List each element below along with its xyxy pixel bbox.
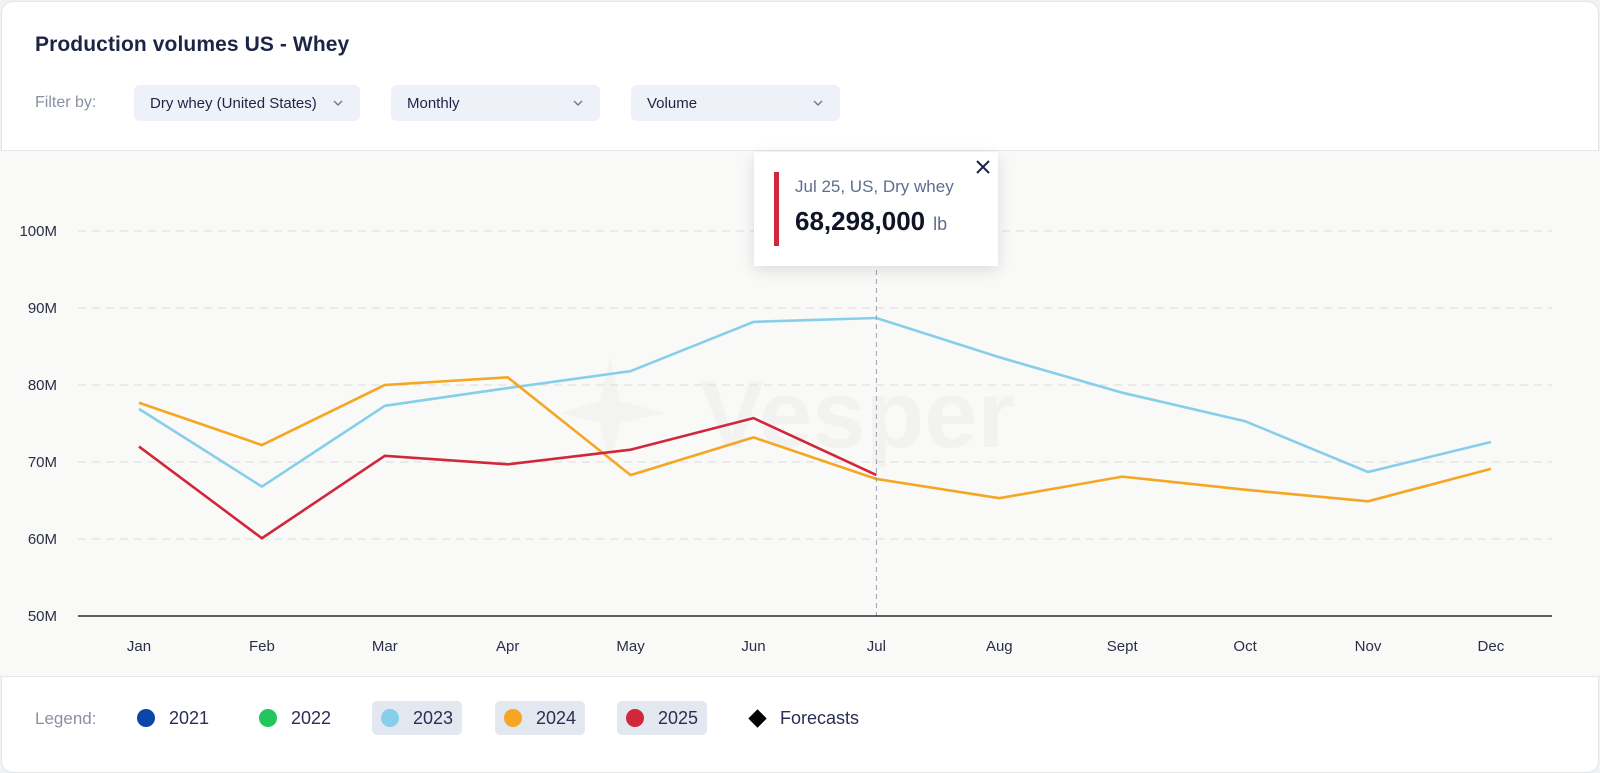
- tooltip-value: 68,298,000: [795, 206, 926, 236]
- watermark-text: Vesper: [700, 361, 1015, 468]
- legend-item-2022[interactable]: 2022: [250, 701, 340, 735]
- legend-item-label: 2023: [413, 707, 454, 728]
- series-line-2023[interactable]: [138, 316, 1492, 489]
- x-tick-label: Aug: [986, 638, 1013, 655]
- legend-item-forecasts[interactable]: Forecasts: [739, 701, 868, 735]
- legend-dot-icon: [381, 709, 399, 727]
- x-tick-label: Jul: [867, 638, 886, 655]
- legend-dot-icon: [504, 709, 522, 727]
- y-tick-label: 80M: [28, 377, 57, 394]
- tooltip-subtitle: Jul 25, US, Dry whey: [795, 177, 954, 196]
- x-tick-label: Jun: [741, 638, 765, 655]
- close-icon[interactable]: [972, 156, 994, 178]
- y-tick-label: 70M: [28, 454, 57, 471]
- legend-item-label: Forecasts: [780, 707, 860, 728]
- x-tick-label: Nov: [1355, 638, 1382, 655]
- series-line-2025[interactable]: [138, 416, 877, 540]
- chevron-down-icon: [333, 100, 343, 106]
- x-tick-label: Feb: [249, 638, 275, 655]
- x-tick-label: Dec: [1478, 638, 1505, 655]
- legend-item-label: 2022: [291, 707, 332, 728]
- tooltip-accent-bar: [774, 172, 779, 246]
- chevron-down-icon: [573, 100, 583, 106]
- legend-item-label: 2025: [658, 707, 699, 728]
- y-tick-label: 90M: [28, 300, 57, 317]
- x-tick-label: Apr: [496, 638, 519, 655]
- x-tick-label: Jan: [127, 638, 151, 655]
- y-tick-label: 100M: [19, 223, 57, 240]
- tooltip-unit: lb: [933, 214, 948, 234]
- legend-dot-icon: [259, 709, 277, 727]
- legend-item-2023[interactable]: 2023: [372, 701, 463, 735]
- x-tick-label: Sept: [1107, 638, 1139, 655]
- product-select[interactable]: Dry whey (United States): [134, 85, 360, 121]
- legend-item-2024[interactable]: 2024: [495, 701, 586, 735]
- period-select[interactable]: Monthly: [391, 85, 600, 121]
- period-select-value: Monthly: [407, 94, 460, 112]
- diamond-icon: [748, 708, 767, 728]
- legend-dot-icon: [626, 709, 644, 727]
- metric-select-value: Volume: [647, 94, 698, 112]
- legend-item-2021[interactable]: 2021: [128, 701, 218, 735]
- x-tick-label: May: [616, 638, 645, 655]
- y-tick-label: 50M: [28, 608, 57, 625]
- filter-label: Filter by:: [35, 94, 97, 111]
- product-select-value: Dry whey (United States): [150, 94, 317, 112]
- y-tick-label: 60M: [28, 531, 57, 548]
- data-tooltip: Jul 25, US, Dry whey 68,298,000 lb: [754, 152, 998, 266]
- legend-dot-icon: [137, 709, 155, 727]
- page-title: Production volumes US - Whey: [35, 33, 350, 56]
- chevron-down-icon: [813, 100, 823, 106]
- legend-item-2025[interactable]: 2025: [617, 701, 708, 735]
- x-tick-label: Mar: [372, 638, 398, 655]
- line-chart: Vesper 50M 60M 70M 80M 90M 100M Jan Feb Mar Apr M…: [19, 223, 1552, 655]
- legend-item-label: 2021: [169, 707, 210, 728]
- legend-item-label: 2024: [536, 707, 577, 728]
- metric-select[interactable]: Volume: [631, 85, 840, 121]
- tooltip-value-row: 68,298,000 lb: [795, 206, 947, 237]
- x-tick-label: Oct: [1233, 638, 1257, 655]
- legend-label: Legend:: [35, 709, 97, 728]
- series-line-2024[interactable]: [138, 375, 1492, 503]
